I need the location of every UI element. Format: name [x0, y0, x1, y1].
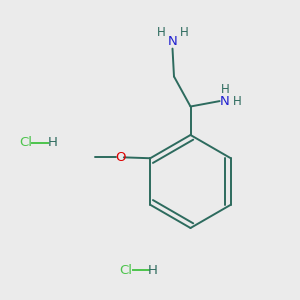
Text: H: H — [48, 136, 57, 149]
Text: Cl: Cl — [19, 136, 32, 149]
Text: H: H — [179, 26, 188, 39]
Text: H: H — [157, 26, 166, 39]
Text: H: H — [232, 94, 242, 108]
Text: N: N — [168, 34, 177, 48]
Text: H: H — [220, 83, 230, 96]
Text: O: O — [115, 151, 125, 164]
Text: N: N — [220, 94, 230, 108]
Text: H: H — [148, 263, 158, 277]
Text: Cl: Cl — [119, 263, 133, 277]
